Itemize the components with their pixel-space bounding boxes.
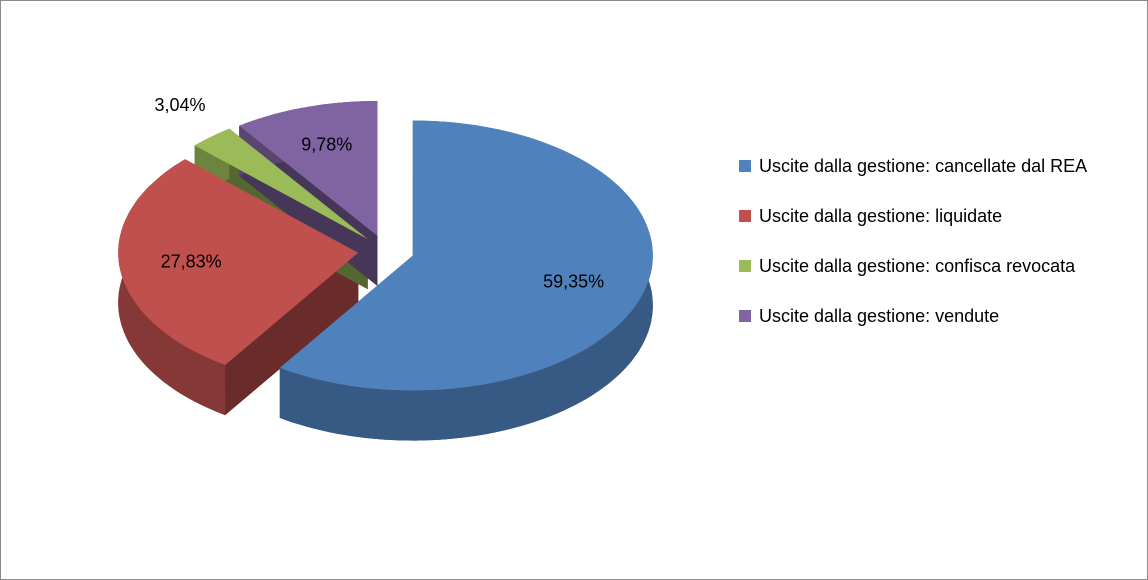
legend-swatch (739, 210, 751, 222)
legend-swatch (739, 310, 751, 322)
legend-item: Uscite dalla gestione: confisca revocata (739, 251, 1124, 281)
slice (118, 159, 359, 366)
plot-area: 59,35% 27,83% 3,04% 9,78% (118, 95, 653, 441)
legend: Uscite dalla gestione: cancellate dal RE… (739, 151, 1124, 351)
legend-item: Uscite dalla gestione: vendute (739, 301, 1124, 331)
data-label: 9,78% (301, 135, 352, 155)
slice (239, 101, 378, 236)
legend-swatch (739, 260, 751, 272)
data-label: 27,83% (161, 252, 222, 272)
slice-side (279, 120, 653, 441)
legend-label: Uscite dalla gestione: vendute (759, 306, 1000, 326)
data-label: 59,35% (543, 272, 604, 292)
legend-label: Uscite dalla gestione: cancellate dal RE… (759, 156, 1088, 176)
slice-side (225, 252, 359, 416)
slice (279, 120, 653, 391)
data-label: 3,04% (154, 95, 205, 115)
legend-item: Uscite dalla gestione: cancellate dal RE… (739, 151, 1124, 181)
slice (194, 128, 368, 240)
legend-swatch (739, 160, 751, 172)
legend-item: Uscite dalla gestione: liquidate (739, 201, 1124, 231)
legend-label: Uscite dalla gestione: confisca revocata (759, 256, 1076, 276)
legend-label: Uscite dalla gestione: liquidate (759, 206, 1003, 226)
